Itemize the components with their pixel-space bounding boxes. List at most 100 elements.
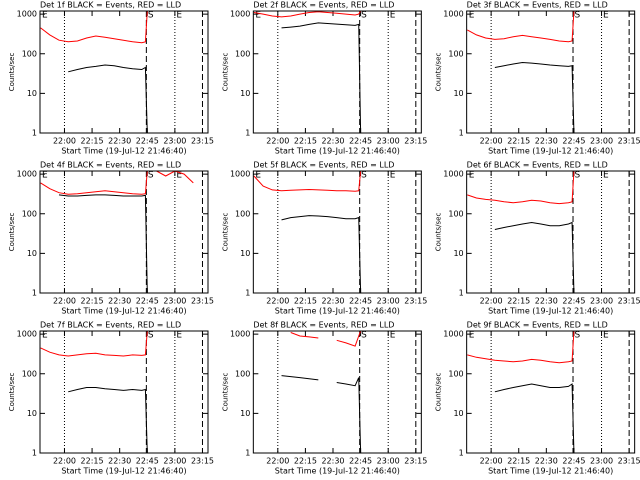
y-tick-label: 100 [448,49,463,58]
marker-label: E [42,171,48,181]
y-tick-label: 1000 [230,10,250,19]
marker-label: S [575,11,581,21]
y-tick-label: 10 [27,409,37,418]
series-line [40,11,148,44]
y-tick-label: 1 [245,289,250,298]
y-tick-label: 1000 [17,330,37,339]
x-tick-label: 22:45 [136,297,159,306]
plot-frame [466,10,636,134]
panel: Det 1f BLACK = Events, RED = LLD Start Ti… [8,1,214,156]
x-tick-label: 23:15 [191,457,214,466]
y-tick-label: 1000 [443,170,463,179]
marker-label: E [469,11,475,21]
marker-label: S [575,331,581,341]
series-line [58,194,148,293]
chart-title: Det 4f BLACK = Events, RED = LLD [40,161,181,170]
y-tick-label: 1000 [443,330,463,339]
series-line [467,11,575,43]
marker-label: E [390,331,396,341]
marker-label: S [575,171,581,181]
chart-title: Det 9f BLACK = Events, RED = LLD [467,321,608,330]
panel: Det 2f BLACK = Events, RED = LLD Start Ti… [221,1,427,156]
y-tick-label: 10 [240,409,250,418]
x-tick-label: 22:30 [108,137,131,146]
x-tick-label: 22:45 [349,137,372,146]
marker-label: S [148,331,154,341]
x-axis-label: Start Time (19-Jul-12 21:46:40) [61,467,186,476]
panel: Det 6f BLACK = Events, RED = LLD Start Ti… [435,161,640,316]
marker-label: E [42,11,48,21]
y-axis-label: Counts/sec [221,213,229,252]
y-tick-label: 10 [240,249,250,258]
x-tick-label: 22:30 [321,457,344,466]
marker-label: E [255,11,261,21]
x-tick-label: 22:45 [562,297,585,306]
x-tick-label: 23:00 [377,457,400,466]
x-tick-label: 23:15 [618,137,640,146]
plot-frame [39,330,209,454]
marker-label: E [603,11,609,21]
x-axis-label: Start Time (19-Jul-12 21:46:40) [61,307,186,316]
marker-label: E [176,11,182,21]
y-tick-label: 1 [459,289,464,298]
panel: Det 7f BLACK = Events, RED = LLD Start Ti… [8,321,214,476]
x-tick-label: 22:00 [266,297,289,306]
series-line [68,387,148,453]
y-tick-label: 10 [27,89,37,98]
marker-label: E [603,331,609,341]
series-line [281,375,319,381]
x-tick-label: 23:15 [404,137,427,146]
panel: Det 3f BLACK = Events, RED = LLD Start Ti… [435,1,640,156]
x-tick-label: 23:00 [590,457,613,466]
plot-frame [39,10,209,134]
x-tick-label: 23:00 [590,297,613,306]
x-tick-label: 22:30 [535,457,558,466]
marker-label: S [361,331,367,341]
y-tick-label: 1000 [230,330,250,339]
series-line [494,221,575,293]
series-line [40,171,194,195]
marker-label: E [469,331,475,341]
marker-label: E [390,171,396,181]
y-tick-label: 100 [448,369,463,378]
x-axis-label: Start Time (19-Jul-12 21:46:40) [61,147,186,156]
x-axis-label: Start Time (19-Jul-12 21:46:40) [275,307,400,316]
y-tick-label: 100 [22,49,37,58]
chart-title: Det 8f BLACK = Events, RED = LLD [253,321,394,330]
y-tick-label: 10 [453,409,463,418]
y-tick-label: 100 [448,209,463,218]
x-tick-label: 22:45 [349,457,372,466]
y-axis-label: Counts/sec [8,213,16,252]
x-tick-label: 22:00 [266,457,289,466]
marker-label: E [603,171,609,181]
marker-label: S [361,11,367,21]
marker-label: E [469,171,475,181]
panel: Det 5f BLACK = Events, RED = LLD Start Ti… [221,161,427,316]
x-tick-label: 22:45 [136,457,159,466]
series-line [290,332,319,339]
x-axis-label: Start Time (19-Jul-12 21:46:40) [488,147,613,156]
x-tick-label: 23:00 [163,457,186,466]
marker-label: S [148,171,154,181]
chart-title: Det 6f BLACK = Events, RED = LLD [467,161,608,170]
series-line [281,22,362,133]
y-tick-label: 10 [453,89,463,98]
y-tick-label: 100 [235,369,250,378]
panel: Det 9f BLACK = Events, RED = LLD Start Ti… [435,321,640,476]
plot-frame [466,330,636,454]
x-tick-label: 22:15 [507,297,530,306]
y-axis-label: Counts/sec [8,53,16,92]
chart-title: Det 1f BLACK = Events, RED = LLD [40,1,181,10]
y-tick-label: 1000 [230,170,250,179]
x-tick-label: 22:30 [535,297,558,306]
y-axis-label: Counts/sec [435,53,443,92]
chart-title: Det 3f BLACK = Events, RED = LLD [467,1,608,10]
marker-label: E [176,171,182,181]
series-line [467,331,575,364]
chart-title: Det 5f BLACK = Events, RED = LLD [253,161,394,170]
y-tick-label: 10 [240,89,250,98]
y-tick-label: 1 [459,449,464,458]
marker-label: E [255,171,261,181]
